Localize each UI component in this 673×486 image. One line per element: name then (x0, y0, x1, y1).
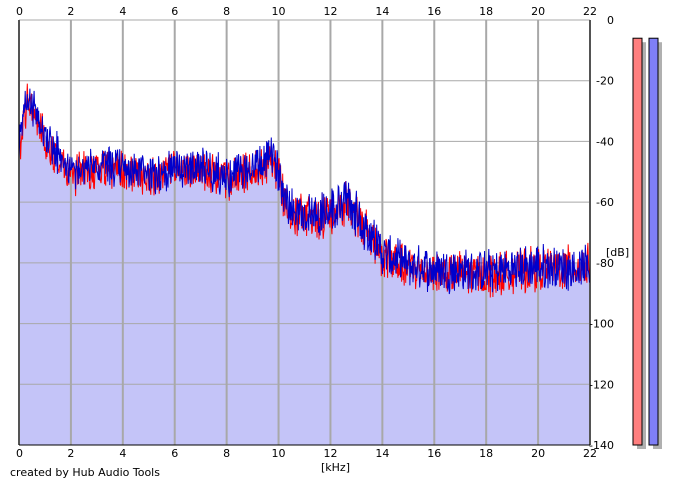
x-tick-bottom-10: 10 (272, 447, 286, 460)
meter-right-bar (648, 37, 659, 446)
x-tick-bottom-20: 20 (531, 447, 545, 460)
x-tick-top-4: 4 (119, 5, 126, 18)
x-tick-top-8: 8 (223, 5, 230, 18)
y-tick--120: -120 (589, 378, 614, 391)
x-tick-bottom-18: 18 (479, 447, 493, 460)
x-tick-top-0: 0 (16, 5, 23, 18)
x-tick-bottom-6: 6 (171, 447, 178, 460)
y-tick--40: -40 (596, 135, 614, 148)
y-tick--60: -60 (596, 196, 614, 209)
meter-left-bar (632, 37, 643, 446)
x-tick-top-20: 20 (531, 5, 545, 18)
x-tick-bottom-0: 0 (16, 447, 23, 460)
x-tick-top-2: 2 (67, 5, 74, 18)
x-tick-bottom-4: 4 (119, 447, 126, 460)
x-tick-bottom-8: 8 (223, 447, 230, 460)
y-tick--100: -100 (589, 318, 614, 331)
y-tick--20: -20 (596, 75, 614, 88)
credit-text: created by Hub Audio Tools (10, 466, 160, 479)
x-tick-top-16: 16 (427, 5, 441, 18)
x-tick-bottom-16: 16 (427, 447, 441, 460)
x-tick-bottom-12: 12 (323, 447, 337, 460)
y-tick--80: -80 (596, 257, 614, 270)
y-axis-label: [dB] (606, 246, 629, 259)
spectrum-fill-area (19, 96, 590, 446)
series-right-line (18, 88, 591, 295)
x-axis-label: [kHz] (321, 461, 350, 474)
x-tick-bottom-2: 2 (67, 447, 74, 460)
x-tick-top-18: 18 (479, 5, 493, 18)
y-tick--140: -140 (589, 439, 614, 452)
x-tick-top-22: 22 (583, 5, 597, 18)
x-tick-top-6: 6 (171, 5, 178, 18)
x-tick-top-14: 14 (375, 5, 389, 18)
y-tick-0: 0 (607, 14, 614, 27)
x-tick-bottom-22: 22 (583, 447, 597, 460)
x-tick-bottom-14: 14 (375, 447, 389, 460)
x-tick-top-10: 10 (272, 5, 286, 18)
x-tick-top-12: 12 (323, 5, 337, 18)
